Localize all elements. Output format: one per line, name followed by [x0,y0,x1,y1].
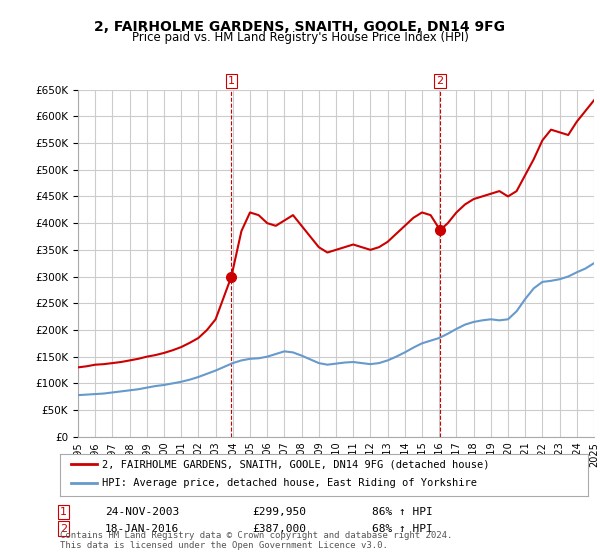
Text: 2: 2 [436,76,443,86]
Text: £299,950: £299,950 [252,507,306,517]
Text: 18-JAN-2016: 18-JAN-2016 [105,524,179,534]
Text: HPI: Average price, detached house, East Riding of Yorkshire: HPI: Average price, detached house, East… [102,478,477,488]
Text: 1: 1 [60,507,67,517]
Text: 24-NOV-2003: 24-NOV-2003 [105,507,179,517]
Text: 68% ↑ HPI: 68% ↑ HPI [372,524,433,534]
Text: 2, FAIRHOLME GARDENS, SNAITH, GOOLE, DN14 9FG (detached house): 2, FAIRHOLME GARDENS, SNAITH, GOOLE, DN1… [102,459,490,469]
Text: Price paid vs. HM Land Registry's House Price Index (HPI): Price paid vs. HM Land Registry's House … [131,31,469,44]
Text: Contains HM Land Registry data © Crown copyright and database right 2024.
This d: Contains HM Land Registry data © Crown c… [60,530,452,550]
Text: 86% ↑ HPI: 86% ↑ HPI [372,507,433,517]
Text: £387,000: £387,000 [252,524,306,534]
Text: 2, FAIRHOLME GARDENS, SNAITH, GOOLE, DN14 9FG: 2, FAIRHOLME GARDENS, SNAITH, GOOLE, DN1… [95,20,505,34]
Text: 2: 2 [60,524,67,534]
Text: 1: 1 [228,76,235,86]
